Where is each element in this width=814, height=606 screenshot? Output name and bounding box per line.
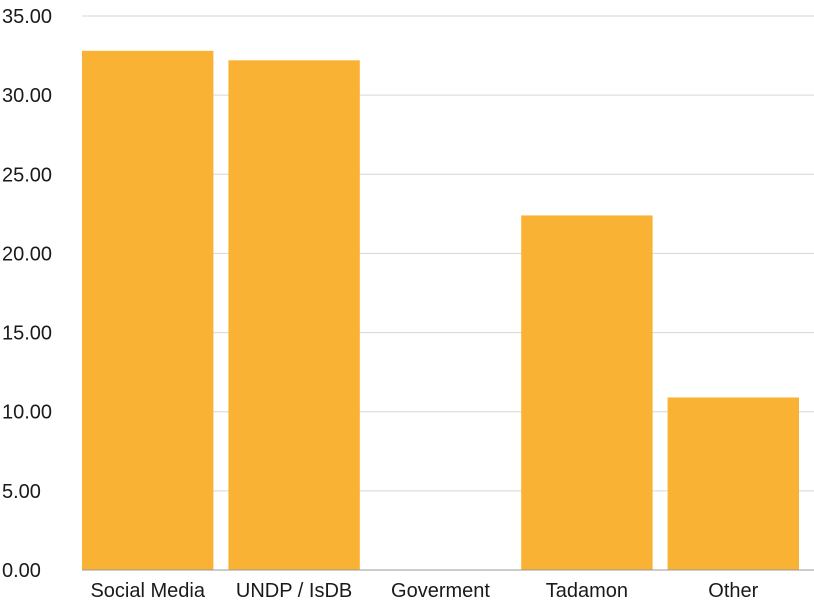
- y-tick-label: 35.00: [2, 6, 52, 28]
- bar-undp-isdb: [228, 60, 360, 570]
- x-category-label: UNDP / IsDB: [236, 580, 352, 602]
- x-category-label: Tadamon: [546, 580, 628, 602]
- x-category-label: Goverment: [391, 580, 490, 602]
- y-tick-label: 25.00: [2, 164, 52, 186]
- y-tick-label: 5.00: [2, 481, 41, 503]
- x-category-label: Social Media: [90, 580, 205, 602]
- y-tick-label: 15.00: [2, 323, 52, 345]
- bar-tadamon: [521, 215, 653, 570]
- x-axis-category-labels: Social Media UNDP / IsDB Goverment Tadamon O…: [90, 580, 758, 602]
- y-tick-label: 20.00: [2, 243, 52, 265]
- bars: [82, 50, 799, 570]
- y-tick-label: 30.00: [2, 85, 52, 107]
- x-category-label: Other: [708, 580, 758, 602]
- y-tick-label: 10.00: [2, 402, 52, 424]
- y-axis-tick-labels: 0.00 5.00 10.00 15.00 20.00 25.00 30.00 35.00: [2, 6, 52, 582]
- bar-social-media: [82, 50, 214, 570]
- y-tick-label: 0.00: [2, 560, 41, 582]
- bar-other: [667, 397, 799, 570]
